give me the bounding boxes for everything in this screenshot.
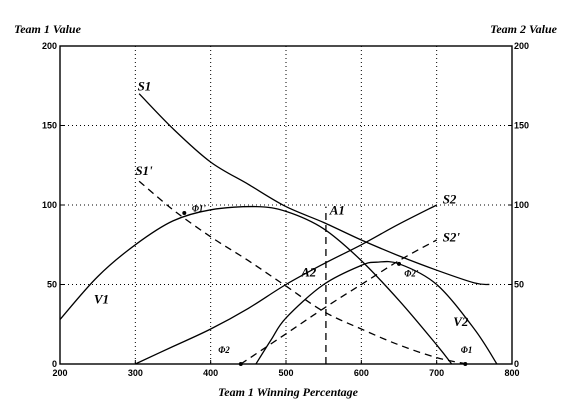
- x-tick-label: 700: [429, 368, 444, 378]
- point-marker: [238, 362, 243, 366]
- y-tick-label-left: 0: [52, 359, 57, 369]
- y-tick-label-left: 100: [42, 200, 57, 210]
- annotations: S1 S1' V1 V2 S2 S2' A1 A2 Φ1' Φ2' Φ1 Φ2: [94, 79, 472, 366]
- x-tick-label: 500: [278, 368, 293, 378]
- y-tick-label-right: 100: [514, 200, 529, 210]
- annotation-label: A1: [329, 203, 345, 218]
- annotation-label: S2: [443, 191, 457, 206]
- point-marker: [463, 362, 468, 366]
- y-axis-title-right: Team 2 Value: [490, 22, 558, 36]
- x-tick-label: 300: [128, 368, 143, 378]
- series-line-s2: [135, 204, 437, 365]
- y-tick-label-right: 200: [514, 41, 529, 51]
- annotation-label: Φ2': [404, 269, 419, 279]
- annotation-label: A2: [300, 265, 317, 280]
- x-tick-label: 800: [504, 368, 519, 378]
- series-lines: [59, 93, 498, 365]
- x-tick-label: 600: [354, 368, 369, 378]
- annotation-label: S1': [135, 163, 153, 178]
- series-line-v2: [255, 260, 498, 365]
- y-tick-label-left: 150: [42, 121, 57, 131]
- y-axis-title-left: Team 1 Value: [14, 22, 82, 36]
- annotation-label: V1: [94, 292, 109, 307]
- point-marker: [182, 210, 187, 215]
- annotation-label: S1: [138, 79, 152, 94]
- x-axis-title: Team 1 Winning Percentage: [218, 385, 359, 399]
- annotation-label: V2: [453, 314, 469, 329]
- y-tick-label-right: 0: [514, 359, 519, 369]
- point-marker: [397, 261, 401, 266]
- y-tick-label-right: 50: [514, 280, 524, 290]
- x-tick-label: 200: [52, 368, 67, 378]
- x-tick-label: 400: [203, 368, 218, 378]
- y-tick-label-right: 150: [514, 121, 529, 131]
- annotation-label: S2': [443, 230, 461, 245]
- series-line-v1: [59, 205, 453, 365]
- series-line-s1-prime: [138, 180, 467, 365]
- series-line-s1: [138, 93, 490, 286]
- annotation-label: Φ2: [218, 345, 230, 355]
- series-line-s2-prime: [240, 239, 438, 365]
- annotation-label: Φ1: [461, 345, 473, 355]
- y-tick-label-left: 200: [42, 41, 57, 51]
- annotation-label: Φ1': [192, 203, 207, 213]
- y-tick-label-left: 50: [47, 280, 57, 290]
